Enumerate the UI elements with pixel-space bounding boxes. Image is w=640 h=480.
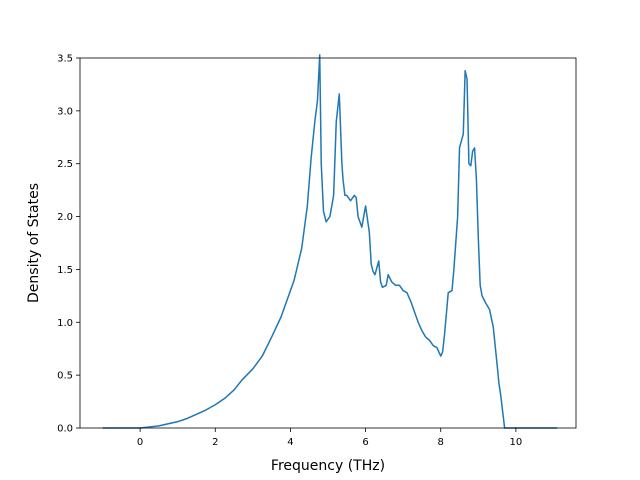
y-tick-label: 1.0	[57, 318, 73, 329]
x-tick-label: 6	[362, 437, 368, 448]
y-tick-label: 0.0	[57, 424, 73, 435]
y-tick-label: 1.5	[57, 265, 73, 276]
x-tick-label: 8	[438, 437, 444, 448]
y-tick-label: 0.5	[57, 371, 73, 382]
x-tick-label: 0	[137, 437, 143, 448]
x-tick-label: 2	[212, 437, 218, 448]
x-tick-label: 4	[287, 437, 293, 448]
x-tick-label: 10	[510, 437, 523, 448]
axes-frame	[79, 57, 577, 429]
plot-area	[102, 54, 558, 429]
y-tick-label: 2.5	[57, 159, 73, 170]
y-axis-ticks: 0.0 0.5 1.0 1.5 2.0 2.5 3.0 3.5	[57, 54, 80, 435]
y-axis-label: Density of States	[26, 183, 42, 303]
y-tick-label: 3.5	[57, 54, 73, 65]
dos-series-line	[102, 54, 558, 429]
y-tick-label: 2.0	[57, 212, 73, 223]
x-axis-ticks: 0 2 4 6 8 10	[137, 428, 522, 448]
y-tick-label: 3.0	[57, 106, 73, 117]
x-axis-label: Frequency (THz)	[271, 458, 385, 474]
